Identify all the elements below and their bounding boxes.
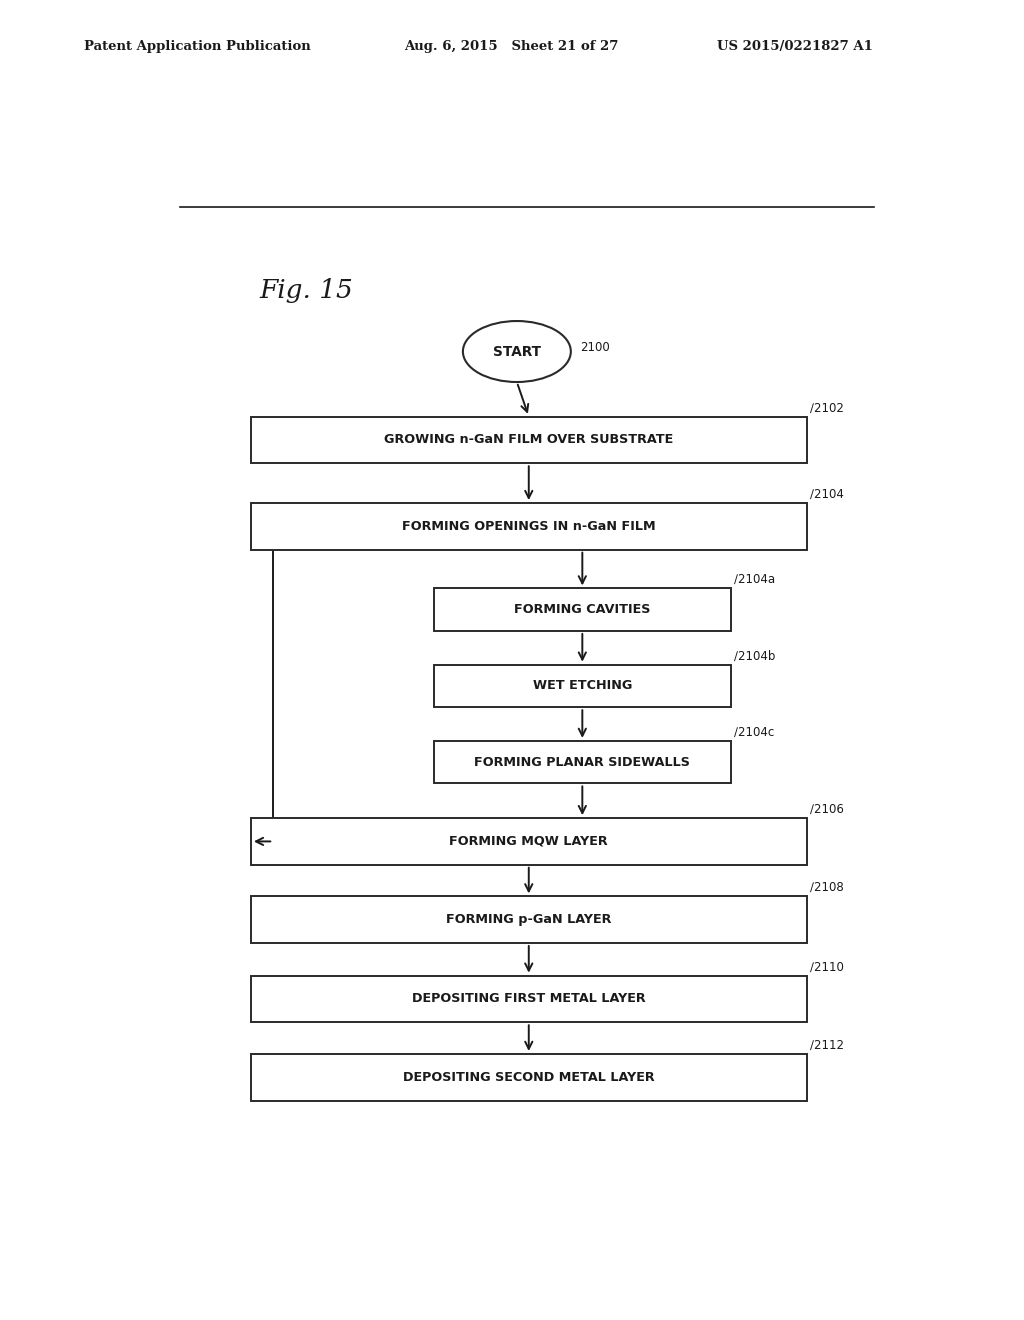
FancyBboxPatch shape [251, 896, 807, 942]
FancyBboxPatch shape [433, 741, 731, 784]
FancyBboxPatch shape [251, 503, 807, 549]
Text: FORMING OPENINGS IN n-GaN FILM: FORMING OPENINGS IN n-GaN FILM [402, 520, 655, 533]
Text: Fig. 15: Fig. 15 [259, 279, 352, 304]
Text: ∕2106: ∕2106 [810, 803, 844, 816]
Text: FORMING CAVITIES: FORMING CAVITIES [514, 603, 650, 616]
FancyBboxPatch shape [433, 589, 731, 631]
Text: ∕2110: ∕2110 [810, 961, 844, 974]
Text: US 2015/0221827 A1: US 2015/0221827 A1 [717, 40, 872, 53]
Text: Patent Application Publication: Patent Application Publication [84, 40, 310, 53]
Text: ∕2104a: ∕2104a [734, 573, 775, 586]
Text: WET ETCHING: WET ETCHING [532, 680, 632, 693]
FancyBboxPatch shape [251, 1053, 807, 1101]
FancyBboxPatch shape [251, 417, 807, 463]
Text: START: START [493, 345, 541, 359]
Text: DEPOSITING FIRST METAL LAYER: DEPOSITING FIRST METAL LAYER [412, 993, 645, 1006]
Text: ∕2102: ∕2102 [810, 401, 844, 414]
Text: 2100: 2100 [581, 341, 610, 354]
FancyBboxPatch shape [251, 818, 807, 865]
FancyBboxPatch shape [251, 975, 807, 1022]
FancyBboxPatch shape [433, 664, 731, 708]
Text: ∕2112: ∕2112 [810, 1039, 844, 1052]
Text: Aug. 6, 2015   Sheet 21 of 27: Aug. 6, 2015 Sheet 21 of 27 [404, 40, 618, 53]
Text: DEPOSITING SECOND METAL LAYER: DEPOSITING SECOND METAL LAYER [403, 1071, 654, 1084]
Text: GROWING n-GaN FILM OVER SUBSTRATE: GROWING n-GaN FILM OVER SUBSTRATE [384, 433, 674, 446]
Text: ∕2104: ∕2104 [810, 488, 844, 500]
Text: FORMING PLANAR SIDEWALLS: FORMING PLANAR SIDEWALLS [474, 755, 690, 768]
Text: FORMING MQW LAYER: FORMING MQW LAYER [450, 836, 608, 847]
Text: ∕2104c: ∕2104c [734, 726, 774, 739]
Text: ∕2104b: ∕2104b [734, 649, 776, 663]
Ellipse shape [463, 321, 570, 381]
Text: ∕2108: ∕2108 [810, 882, 844, 894]
Text: FORMING p-GaN LAYER: FORMING p-GaN LAYER [446, 913, 611, 927]
